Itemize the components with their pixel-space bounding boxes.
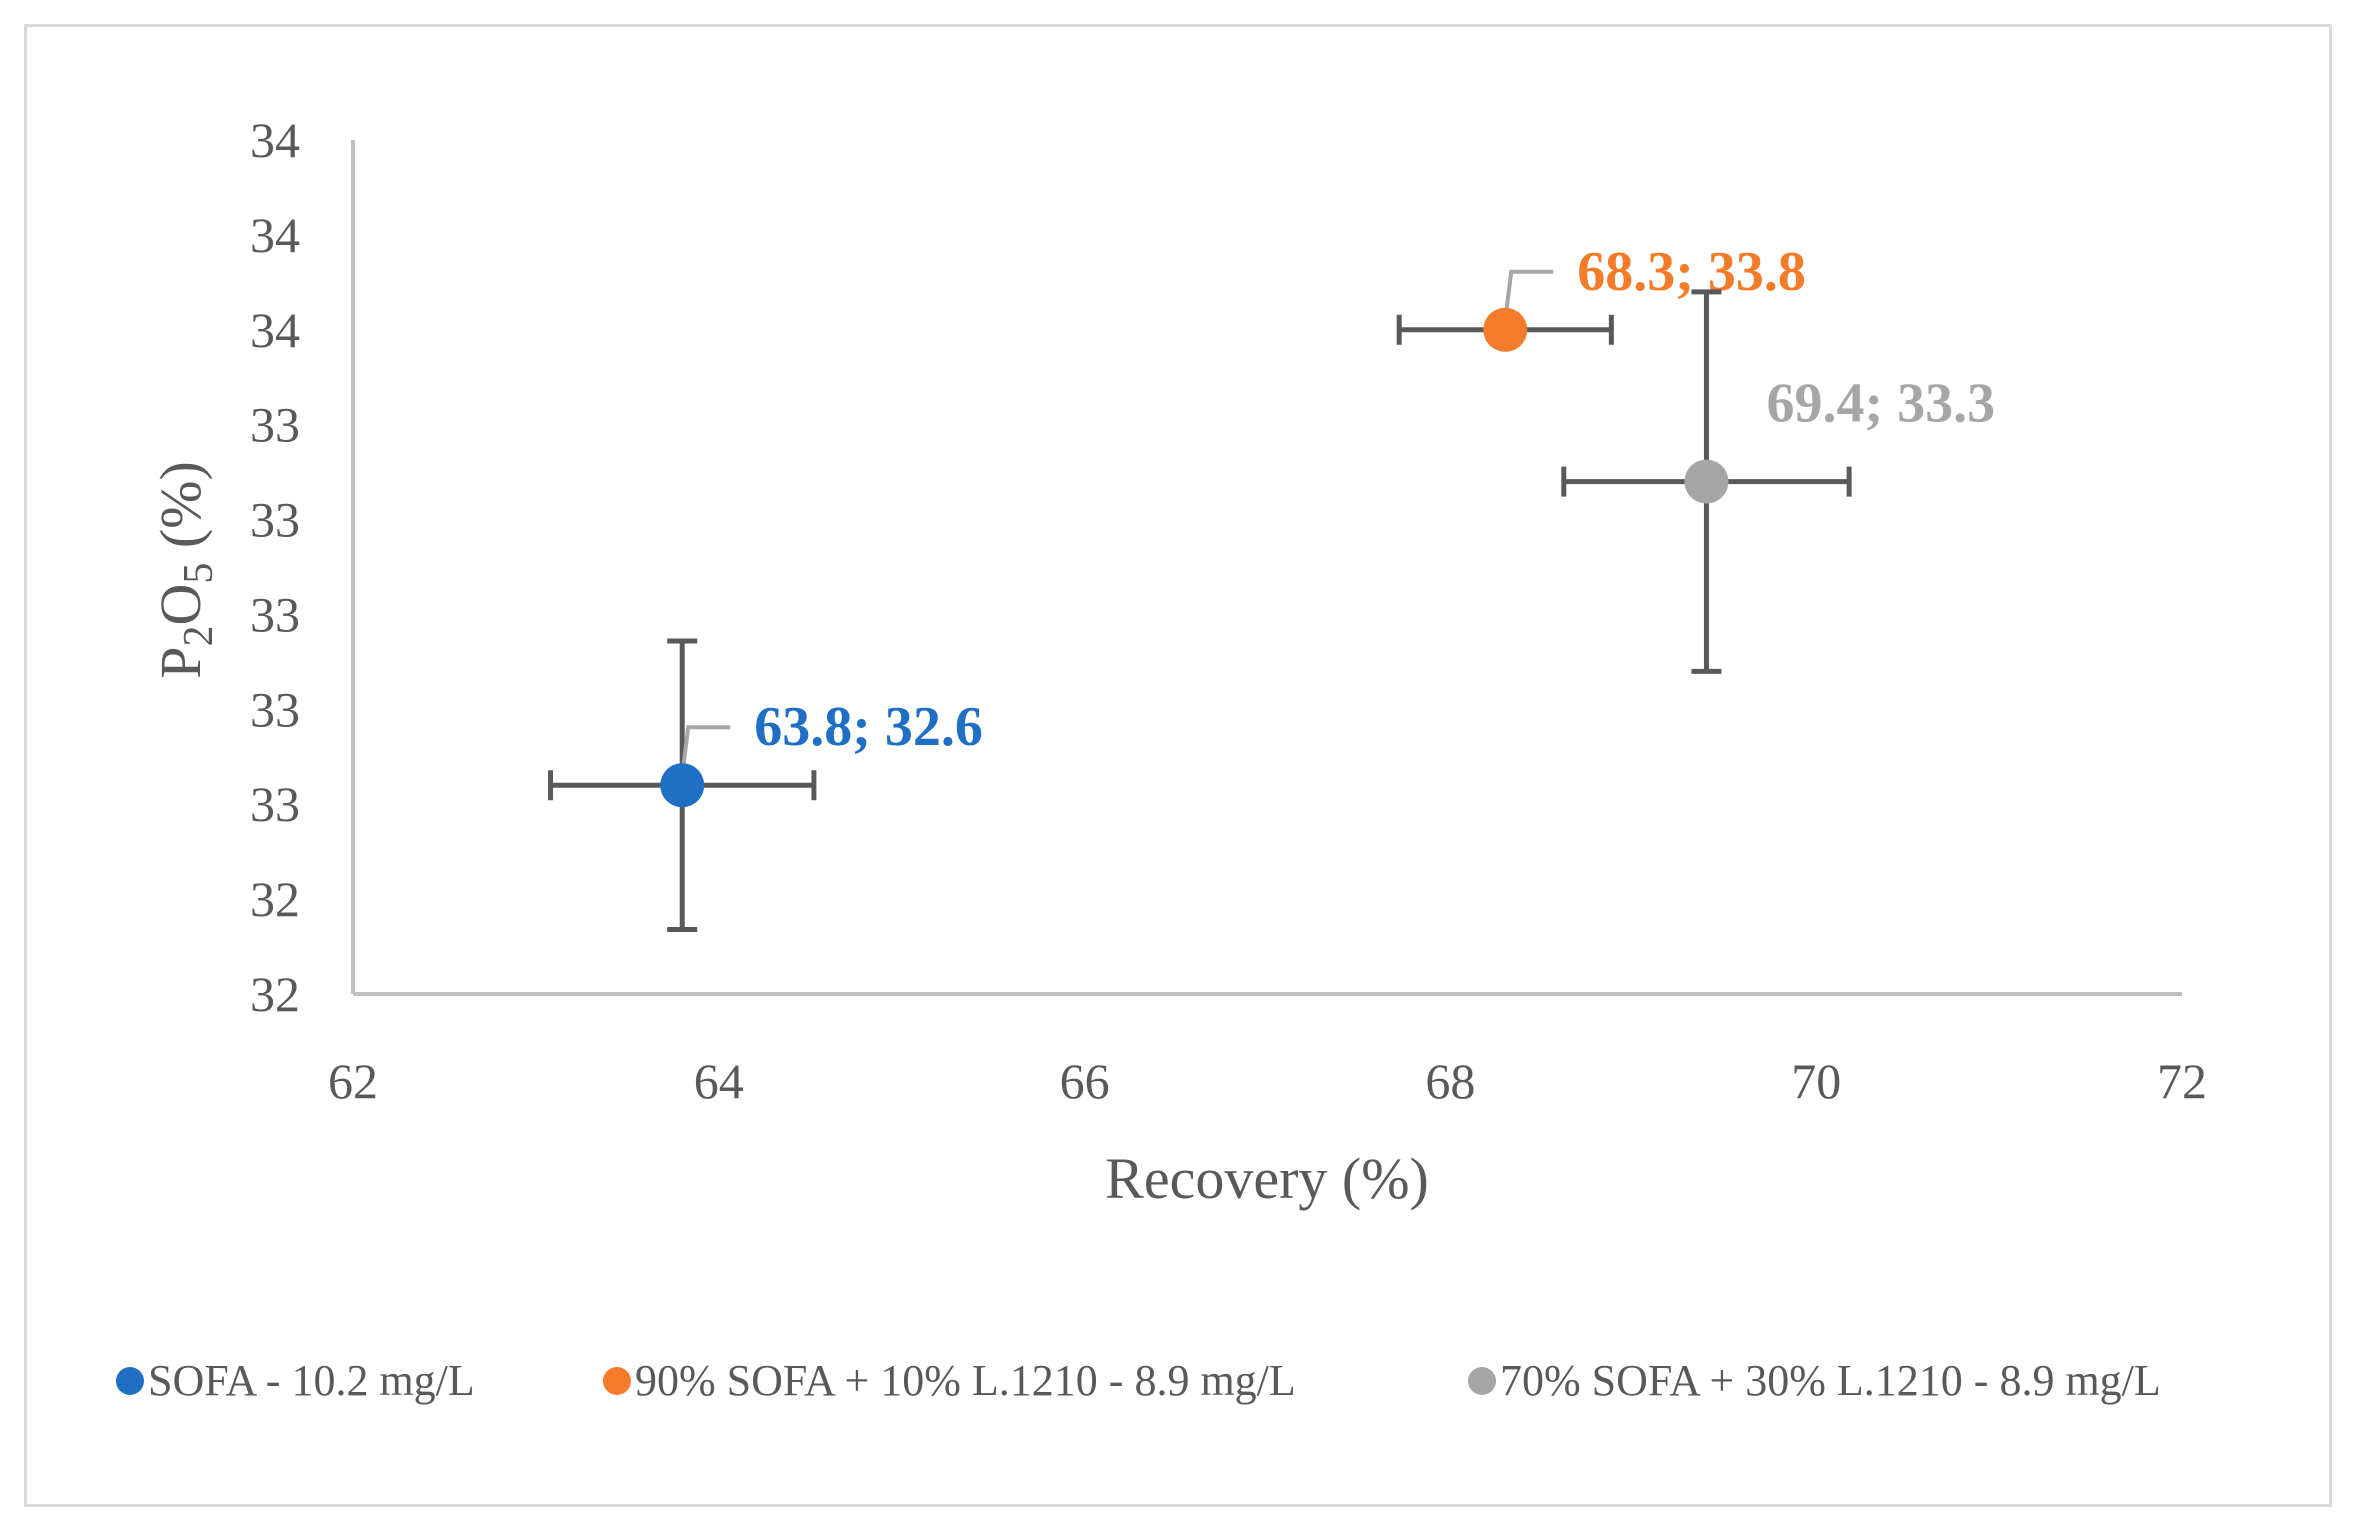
legend-item: SOFA - 10.2 mg/L	[116, 1356, 475, 1405]
y-tick-label: 33	[250, 681, 300, 737]
series-point-group: 68.3; 33.8	[1396, 241, 1806, 352]
legend-label: 90% SOFA + 10% L.1210 - 8.9 mg/L	[635, 1356, 1296, 1405]
y-tick-label: 33	[250, 776, 300, 832]
x-tick-label: 66	[1060, 1053, 1110, 1109]
x-axis-title: Recovery (%)	[1105, 1146, 1429, 1211]
series-point-group: 69.4; 33.3	[1561, 289, 1995, 674]
x-tick-label: 68	[1425, 1053, 1475, 1109]
x-tick-label: 72	[2157, 1053, 2207, 1109]
legend-item: 90% SOFA + 10% L.1210 - 8.9 mg/L	[603, 1356, 1296, 1405]
x-tick-labels: 62 64 66 68 70 72	[328, 1053, 2207, 1109]
y-tick-label: 32	[250, 966, 300, 1022]
y-tick-labels: 32 32 33 33 33 33 33 34 34 34	[250, 112, 300, 1022]
y-axis-title: P2O5 (%)	[148, 461, 222, 679]
x-tick-label: 70	[1791, 1053, 1841, 1109]
series-point-group: 63.8; 32.6	[548, 638, 983, 932]
data-point-marker	[1483, 307, 1528, 352]
legend-marker	[603, 1367, 631, 1395]
data-label-leader	[1503, 269, 1554, 321]
data-label: 63.8; 32.6	[754, 696, 983, 758]
legend-item: 70% SOFA + 30% L.1210 - 8.9 mg/L	[1468, 1356, 2161, 1405]
data-point-marker	[1684, 459, 1729, 504]
y-tick-label: 32	[250, 871, 300, 927]
legend-label: SOFA - 10.2 mg/L	[148, 1356, 475, 1405]
legend-marker	[1468, 1367, 1496, 1395]
data-label: 69.4; 33.3	[1766, 373, 1995, 435]
y-tick-label: 34	[250, 112, 300, 168]
y-tick-label: 33	[250, 397, 300, 453]
legend-label: 70% SOFA + 30% L.1210 - 8.9 mg/L	[1500, 1356, 2161, 1405]
data-label-leader	[680, 725, 731, 776]
data-point-marker	[660, 763, 705, 808]
y-tick-label: 33	[250, 586, 300, 642]
legend: SOFA - 10.2 mg/L 90% SOFA + 10% L.1210 - …	[116, 1356, 2161, 1405]
legend-marker	[116, 1367, 144, 1395]
data-points: 63.8; 32.6 68.3; 33.8 69.4; 33.3	[548, 241, 1995, 932]
y-tick-label: 33	[250, 492, 300, 548]
svg-text:P2O5 (%): P2O5 (%)	[148, 461, 222, 679]
y-tick-label: 34	[250, 207, 300, 263]
y-tick-label: 34	[250, 302, 300, 358]
chart-frame	[24, 24, 2332, 1507]
x-tick-label: 62	[328, 1053, 378, 1109]
x-tick-label: 64	[694, 1053, 744, 1109]
